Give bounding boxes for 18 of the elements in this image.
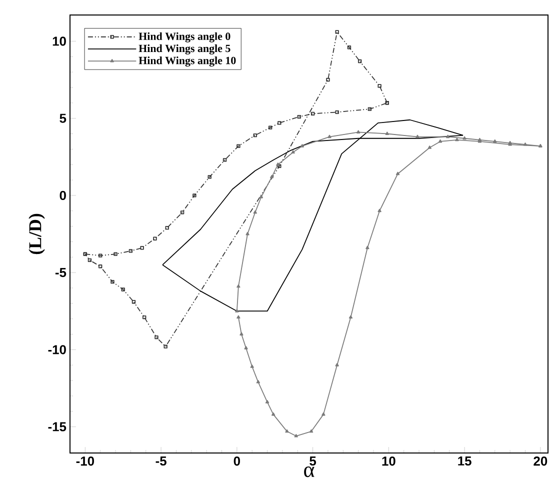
y-tick-label: 10 [52, 36, 66, 46]
x-tick-label: 20 [534, 456, 548, 466]
legend-label: Hind Wings angle 5 [138, 44, 230, 54]
y-tick-label: -15 [48, 422, 66, 432]
x-tick-label: 10 [382, 456, 396, 466]
legend-label: Hind Wings angle 10 [138, 56, 236, 67]
x-tick-label: 0 [234, 456, 240, 466]
x-tick-label: 15 [458, 456, 472, 466]
x-axis-title: α [304, 466, 314, 478]
y-tick-label: 0 [60, 190, 66, 200]
y-tick-label: -10 [48, 345, 66, 354]
y-axis-title: (L/D) [28, 214, 45, 254]
y-tick-label: 5 [60, 114, 66, 123]
y-tick-label: -5 [55, 268, 66, 278]
legend-label: Hind Wings angle 0 [138, 32, 230, 42]
x-tick-label: -5 [156, 456, 166, 466]
x-tick-label: -10 [76, 456, 94, 466]
x-tick-label: 5 [310, 456, 316, 466]
